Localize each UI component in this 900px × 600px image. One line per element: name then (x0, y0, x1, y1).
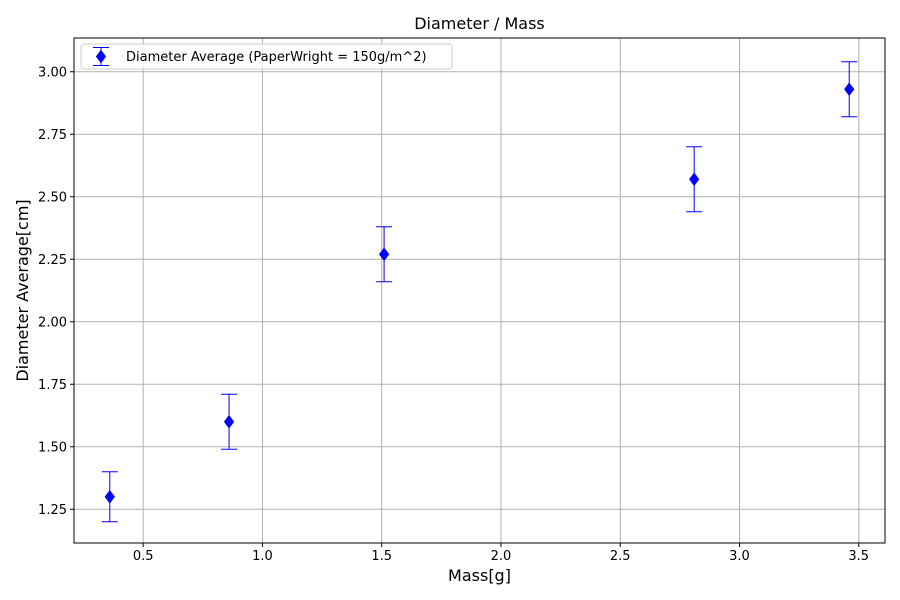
x-tick-label: 3.0 (729, 549, 750, 564)
x-axis-ticks: 0.5 1.0 1.5 2.0 2.5 3.0 3.5 (133, 543, 869, 564)
y-axis-label: Diameter Average[cm] (13, 199, 32, 381)
x-tick-label: 2.5 (610, 549, 631, 564)
chart-title: Diameter / Mass (414, 14, 545, 33)
y-tick-label: 2.50 (38, 190, 67, 205)
legend-box (80, 43, 453, 70)
data-point (223, 414, 235, 429)
data-markers (104, 82, 855, 504)
x-tick-label: 1.5 (371, 549, 392, 564)
data-point (689, 172, 700, 187)
y-axis-ticks: 1.25 1.50 1.75 2.00 2.25 2.50 2.75 3.00 (38, 65, 74, 518)
data-point (844, 82, 855, 97)
y-tick-label: 2.25 (38, 253, 67, 268)
y-tick-label: 2.00 (38, 315, 67, 330)
error-bars (101, 61, 858, 523)
plot-frame (73, 37, 886, 544)
x-tick-label: 3.5 (848, 549, 869, 564)
x-tick-label: 0.5 (133, 549, 154, 564)
y-tick-label: 1.25 (38, 503, 67, 518)
grid (74, 38, 885, 543)
x-tick-label: 1.0 (252, 549, 273, 564)
y-tick-label: 1.50 (38, 440, 67, 455)
legend-series-marker (93, 47, 109, 66)
data-point (378, 247, 390, 262)
y-tick-label: 2.75 (38, 128, 67, 143)
data-point (104, 489, 115, 504)
y-tick-label: 3.00 (38, 65, 67, 80)
x-tick-label: 2.0 (491, 549, 512, 564)
x-axis-label: Mass[g] (448, 566, 511, 585)
legend: Diameter Average (PaperWright = 150g/m^2… (80, 43, 453, 70)
y-tick-label: 1.75 (38, 378, 67, 393)
legend-diamond-marker (95, 49, 107, 64)
legend-series-label: Diameter Average (PaperWright = 150g/m^2… (126, 50, 427, 65)
